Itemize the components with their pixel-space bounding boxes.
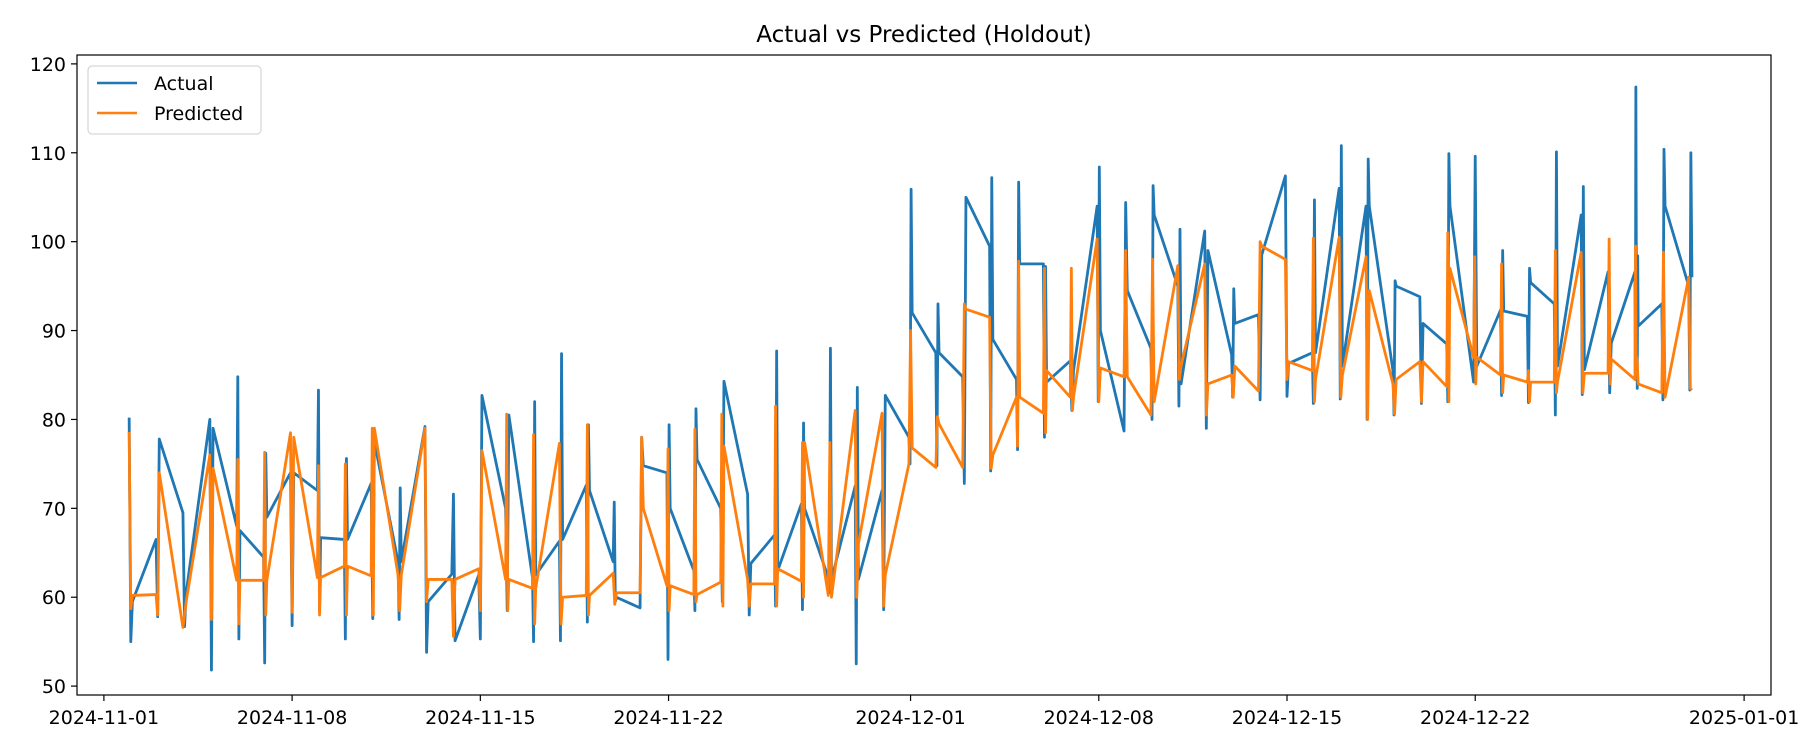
y-tick-label: 60 — [42, 587, 66, 609]
x-tick-label: 2024-12-01 — [855, 707, 965, 729]
series-line-predicted — [127, 231, 1693, 638]
axes-frame — [76, 54, 1772, 696]
y-axis: 50 60 70 80 90 100 110 120 — [30, 54, 77, 698]
legend-label-predicted: Predicted — [154, 103, 243, 125]
x-tick-label: 2024-11-15 — [425, 707, 535, 729]
legend: Actual Predicted — [87, 65, 262, 135]
series-line-actual — [127, 85, 1694, 672]
x-tick-label: 2024-11-22 — [613, 707, 723, 729]
plot-series — [127, 85, 1694, 672]
y-tick-label: 70 — [42, 498, 66, 520]
y-tick-label: 100 — [30, 232, 66, 254]
y-tick-label: 80 — [42, 409, 66, 431]
y-tick-label: 50 — [42, 676, 66, 698]
y-tick-label: 90 — [42, 321, 66, 343]
x-tick-label: 2024-12-15 — [1232, 707, 1342, 729]
y-tick-label: 120 — [30, 54, 66, 76]
x-tick-label: 2024-12-22 — [1420, 707, 1530, 729]
chart-title: Actual vs Predicted (Holdout) — [756, 22, 1092, 48]
y-tick-label: 110 — [30, 143, 66, 165]
x-axis: 2024-11-01 2024-11-08 2024-11-15 2024-11-22… — [49, 695, 1799, 729]
x-tick-label: 2024-11-08 — [237, 707, 347, 729]
legend-label-actual: Actual — [154, 73, 214, 95]
x-tick-label: 2024-11-01 — [49, 707, 159, 729]
x-tick-label: 2024-12-08 — [1044, 707, 1154, 729]
x-tick-label: 2025-01-01 — [1689, 707, 1799, 729]
